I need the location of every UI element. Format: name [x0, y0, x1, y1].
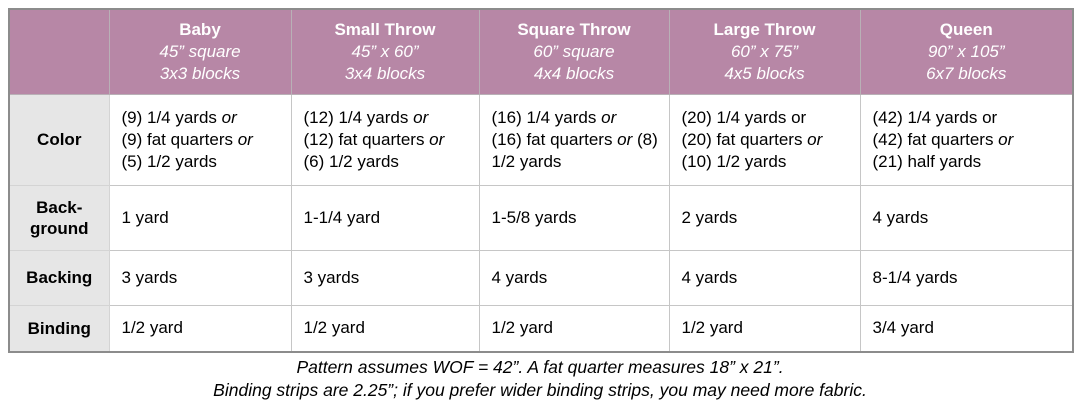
column-title-square-throw: Square Throw: [517, 19, 631, 39]
cell-color-small-throw: (12) 1/4 yards or (12) fat quarters or (6)…: [290, 93, 480, 186]
column-dimensions-queen: 90” x 105”: [927, 41, 1005, 61]
table-row-binding: Binding 1/2 yard 1/2 yard 1/2 yard 1/2 y…: [8, 304, 1074, 353]
column-blocks-square-throw: 4x4 blocks: [533, 63, 615, 83]
cell-color-large-throw: (20) 1/4 yards or (20) fat quarters or (10…: [668, 93, 861, 186]
cell-backing-small-throw: 3 yards: [290, 249, 480, 306]
column-title-large-throw: Large Throw: [713, 19, 816, 39]
row-label-binding: Binding: [8, 304, 110, 353]
table-row-background: Back-ground 1 yard 1-1/4 yard 1-5/8 yard…: [8, 184, 1074, 251]
row-label-background: Back-ground: [8, 184, 110, 251]
cell-color-square-throw: (16) 1/4 yards or (16) fat quarters or (8…: [478, 93, 670, 186]
column-header-large-throw: Large Throw 60” x 75” 4x5 blocks: [668, 8, 861, 95]
column-header-baby: Baby 45” square 3x3 blocks: [108, 8, 292, 95]
row-label-color: Color: [8, 93, 110, 186]
cell-color-queen: (42) 1/4 yards or (42) fat quarters or (21…: [859, 93, 1074, 186]
column-header-square-throw: Square Throw 60” square 4x4 blocks: [478, 8, 670, 95]
cell-background-baby: 1 yard: [108, 184, 292, 251]
cell-color-baby: (9) 1/4 yards or (9) fat quarters or (5) 1…: [108, 93, 292, 186]
cell-backing-large-throw: 4 yards: [668, 249, 861, 306]
cell-binding-queen: 3/4 yard: [859, 304, 1074, 353]
footnotes: Pattern assumes WOF = 42”. A fat quarter…: [0, 356, 1080, 402]
column-title-small-throw: Small Throw: [334, 19, 436, 39]
column-dimensions-small-throw: 45” x 60”: [351, 41, 419, 61]
column-blocks-baby: 3x3 blocks: [159, 63, 241, 83]
cell-background-small-throw: 1-1/4 yard: [290, 184, 480, 251]
cell-binding-large-throw: 1/2 yard: [668, 304, 861, 353]
cell-background-large-throw: 2 yards: [668, 184, 861, 251]
cell-binding-square-throw: 1/2 yard: [478, 304, 670, 353]
column-blocks-queen: 6x7 blocks: [926, 63, 1007, 83]
row-label-backing: Backing: [8, 249, 110, 306]
table-row-color: Color (9) 1/4 yards or (9) fat quarters o…: [8, 93, 1074, 186]
column-blocks-large-throw: 4x5 blocks: [724, 63, 805, 83]
cell-binding-baby: 1/2 yard: [108, 304, 292, 353]
column-blocks-small-throw: 3x4 blocks: [344, 63, 426, 83]
header-row: Baby 45” square 3x3 blocks Small Throw 4…: [8, 8, 1074, 95]
header-corner-cell: [8, 8, 110, 95]
cell-backing-queen: 8-1/4 yards: [859, 249, 1074, 306]
fabric-requirements-table: Baby 45” square 3x3 blocks Small Throw 4…: [8, 8, 1074, 353]
cell-background-queen: 4 yards: [859, 184, 1074, 251]
cell-backing-baby: 3 yards: [108, 249, 292, 306]
column-dimensions-large-throw: 60” x 75”: [730, 41, 799, 61]
cell-binding-small-throw: 1/2 yard: [290, 304, 480, 353]
column-dimensions-baby: 45” square: [159, 41, 241, 61]
table-row-backing: Backing 3 yards 3 yards 4 yards 4 yards …: [8, 249, 1074, 306]
column-dimensions-square-throw: 60” square: [533, 41, 615, 61]
column-title-queen: Queen: [939, 19, 993, 39]
column-header-queen: Queen 90” x 105” 6x7 blocks: [859, 8, 1074, 95]
cell-backing-square-throw: 4 yards: [478, 249, 670, 306]
column-title-baby: Baby: [179, 19, 221, 39]
footnote-wof: Pattern assumes WOF = 42”. A fat quarter…: [296, 357, 784, 377]
column-header-small-throw: Small Throw 45” x 60” 3x4 blocks: [290, 8, 480, 95]
footnote-binding-strips: Binding strips are 2.25”; if you prefer …: [213, 380, 867, 400]
cell-background-square-throw: 1-5/8 yards: [478, 184, 670, 251]
